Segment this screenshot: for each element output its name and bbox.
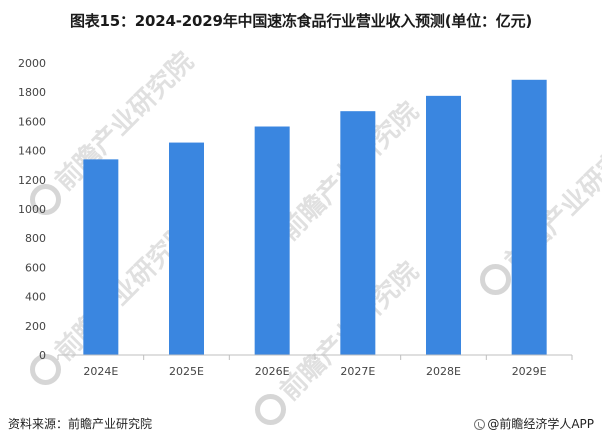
x-tick-label: 2029E — [512, 365, 547, 378]
y-tick-label: 2000 — [18, 57, 46, 70]
y-tick-label: 600 — [25, 261, 46, 274]
x-tick-label: 2028E — [426, 365, 461, 378]
bar-2026E — [254, 126, 290, 355]
bars-group — [83, 79, 547, 356]
bar-2024E — [83, 159, 119, 355]
x-tick-label: 2026E — [255, 365, 290, 378]
source-note: 资料来源：前瞻产业研究院 — [8, 417, 153, 431]
y-tick-label: 0 — [39, 349, 46, 362]
watermark-logo-icon — [255, 393, 287, 425]
bar-2028E — [426, 95, 461, 355]
y-tick-label: 200 — [25, 320, 46, 333]
y-tick-label: 1000 — [18, 203, 46, 216]
y-tick-label: 1600 — [18, 115, 46, 128]
x-tick-label: 2024E — [83, 365, 118, 378]
chart-title: 图表15：2024-2029年中国速冻食品行业营业收入预测(单位：亿元) — [69, 12, 533, 30]
brand-credit-text: @前瞻经济学人APP — [487, 417, 594, 431]
x-axis-ticks — [57, 355, 573, 360]
y-tick-label: 1800 — [18, 86, 46, 99]
watermark-logo-icon — [480, 263, 512, 295]
x-tick-label: 2025E — [169, 365, 204, 378]
x-axis-tick-labels: 2024E 2025E 2026E 2027E 2028E 2029E — [83, 365, 546, 378]
brand-logo-icon — [474, 419, 486, 430]
bar-2029E — [511, 79, 547, 355]
brand-credit: @前瞻经济学人APP — [474, 415, 594, 432]
y-axis-tick-labels: 0 200 400 600 800 1000 1200 1400 1600 1800 2000 — [18, 57, 46, 362]
watermark-logo-icon — [30, 183, 62, 215]
y-tick-label: 800 — [25, 232, 46, 245]
y-tick-label: 1200 — [18, 174, 46, 187]
bar-2025E — [169, 142, 204, 355]
x-tick-label: 2027E — [340, 365, 375, 378]
y-tick-label: 1400 — [18, 145, 46, 158]
bar-2027E — [340, 111, 376, 356]
watermark-logo-icon — [30, 353, 62, 385]
y-tick-label: 400 — [25, 291, 46, 304]
